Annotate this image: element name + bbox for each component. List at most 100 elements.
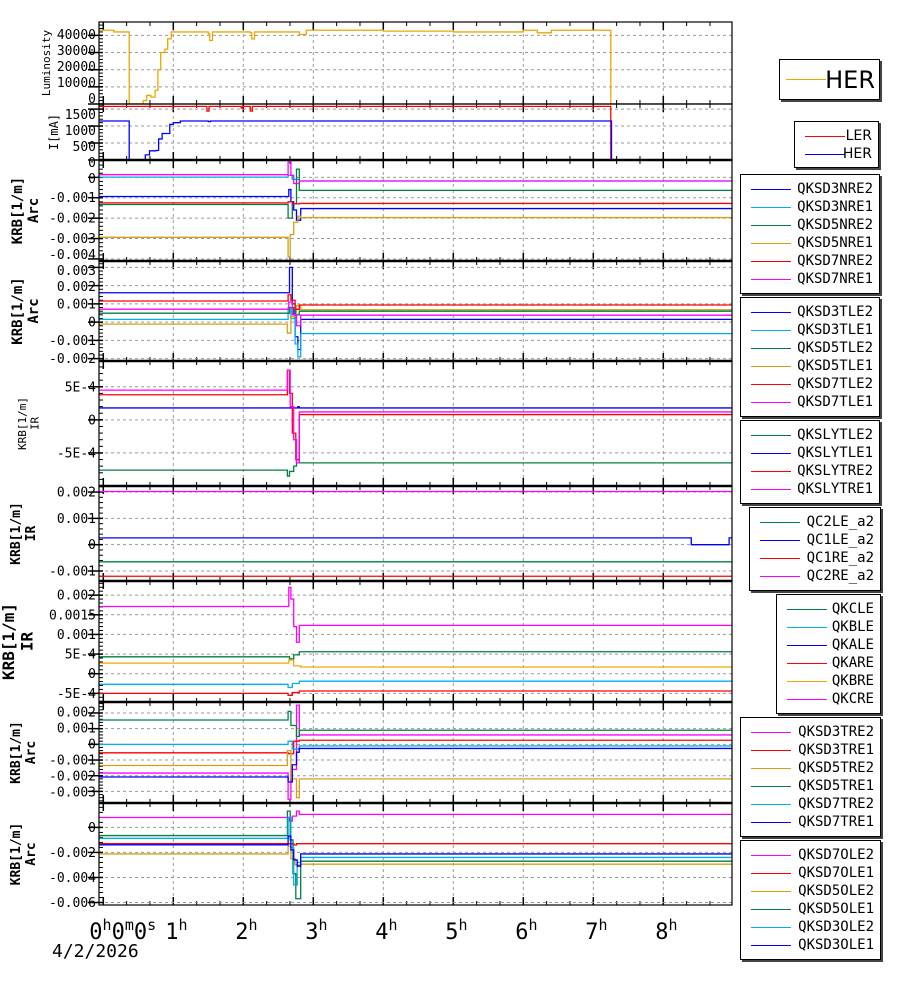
legend-item: QKSD5OLE2 — [741, 882, 880, 900]
y-tick-label: 40000 — [57, 28, 96, 43]
x-tick-unit: h — [319, 916, 328, 934]
legend-label: QKSD3TRE1 — [798, 742, 874, 758]
series-HER — [99, 29, 732, 104]
series-QKSD7OLE1 — [99, 843, 732, 846]
panel-frame — [98, 21, 733, 105]
series-QKSD5TRE2 — [99, 749, 732, 799]
series-QC1LE_a2 — [99, 537, 732, 546]
legend-item: QKSD3TRE2 — [741, 723, 880, 741]
x-axis: 0h0m0s 1h 2h 3h 4h 5h 6h 7h 8h4/2/2026 — [52, 916, 678, 962]
legend-item: QKSD3TLE2 — [741, 303, 879, 321]
legend-swatch — [751, 804, 791, 805]
legend-item: QKBLE — [777, 618, 880, 636]
legend-label: QKSD5TLE2 — [797, 340, 873, 356]
legend-item: QKSD7NRE2 — [741, 252, 879, 270]
x-tick-unit: h — [103, 916, 112, 934]
panel-7: 0.002 0.0015 0.001 5E-4 0 -5E-4 KRB[1/m]IR — [0, 579, 733, 703]
legend-label: QKSD5NRE2 — [797, 217, 873, 233]
legend-label: QKSD7NRE1 — [797, 271, 873, 287]
legend-item: QC1LE_a2 — [750, 531, 880, 549]
series-QKSD7TLE2 — [99, 294, 732, 311]
legend-label: QKSD3NRE2 — [797, 181, 873, 197]
y-tick-label: 0.002 — [57, 486, 96, 501]
x-tick-unit: m — [125, 916, 134, 934]
legend-label: QKSD5TRE1 — [798, 778, 874, 794]
y-tick-label: -0.001 — [49, 565, 96, 580]
legend-label: QKSD7TRE2 — [798, 796, 874, 812]
x-tick-label: 4h — [375, 916, 397, 945]
y-tick-label: 20000 — [57, 60, 96, 75]
legend-item: QKSD5TLE2 — [741, 339, 879, 357]
series-QKSD5TLE2 — [99, 306, 732, 316]
series-QKSD7NRE1 — [99, 160, 732, 185]
series-QKSD3OLE1 — [99, 835, 732, 867]
legend-swatch — [787, 699, 827, 700]
y-axis-label-line: Arc — [26, 298, 42, 323]
legend-item: QKSD3TRE1 — [741, 741, 880, 759]
legend-panel-7: QKCLE QKBLE QKALE QKARE QKBRE QKCRE — [776, 594, 881, 714]
legend-swatch — [751, 453, 791, 454]
legend-item: QKSLYTRE1 — [741, 480, 879, 498]
y-axis-label-line: KRB[1/m] — [10, 277, 26, 344]
series-QKSD3TRE1 — [99, 739, 732, 755]
panel-9: 0 -0.002 -0.004 -0.006 KRB[1/m]Arc — [9, 801, 733, 911]
y-axis-label: KRB[1/m]Arc — [9, 823, 39, 886]
legend-label: HER — [825, 66, 875, 94]
legend-swatch — [751, 489, 791, 490]
legend-item: QC2LE_a2 — [750, 513, 880, 531]
y-tick-label: 0.002 — [57, 589, 96, 604]
date-label: 4/2/2026 — [52, 941, 139, 962]
series-QKSD7NRE2 — [99, 201, 732, 205]
legend-panel-9: QKSD7OLE2 QKSD7OLE1 QKSD5OLE2 QKSD5OLE1 QKSD… — [740, 840, 881, 960]
y-tick-label: -0.001 — [49, 754, 96, 769]
legend-item: QKSLYTRE2 — [741, 462, 879, 480]
y-axis-label: Luminosity — [40, 30, 53, 97]
legend-label: QKSD3TRE2 — [798, 724, 874, 740]
y-axis-label: I[mA] — [47, 114, 61, 150]
y-tick-label: -0.002 — [49, 846, 96, 861]
y-axis-label-line: KRB[1/m] — [9, 502, 24, 565]
legend-label: QKSD5OLE2 — [798, 883, 874, 899]
x-tick-label: 8h — [655, 916, 677, 945]
x-tick-unit: h — [669, 916, 678, 934]
y-tick-label: 30000 — [57, 44, 96, 59]
legend-item: HER — [795, 145, 878, 163]
legend-swatch — [751, 786, 791, 787]
series-QKSD7TLE1 — [99, 301, 732, 327]
legend-item: QKSD5TRE2 — [741, 759, 880, 777]
y-tick-label: -0.002 — [49, 770, 96, 785]
y-axis-label-line: IR — [17, 632, 36, 652]
legend-label: QKSD3NRE1 — [797, 199, 873, 215]
legend-swatch — [751, 891, 791, 892]
legend-label: QC1RE_a2 — [806, 550, 874, 566]
legend-label: QKALE — [831, 637, 874, 653]
y-axis-label-line: KRB[1/m] — [9, 823, 24, 886]
panel-3: 0 -0.001 -0.002 -0.003-0.004 KRB[1/m]Arc — [10, 158, 733, 263]
legend-swatch — [751, 279, 791, 280]
y-tick-label: -0.004 — [49, 871, 96, 886]
y-axis-label-line: KRB[1/m] — [9, 721, 24, 784]
series-QKCRE — [99, 586, 732, 643]
series-QKSLYTLE1 — [99, 405, 732, 409]
legend-label: QC2LE_a2 — [806, 514, 874, 530]
y-axis-label: KRB[1/m]IR — [16, 397, 42, 450]
y-axis-label: KRB[1/m]IR — [0, 603, 36, 680]
x-tick-value: 2 — [235, 920, 248, 945]
y-tick-label: 0.001 — [57, 512, 96, 527]
y-tick-label: 0 — [88, 316, 96, 331]
series-QKSD7TRE2 — [99, 740, 732, 750]
y-tick-label: -5E-4 — [57, 446, 96, 461]
legend-swatch — [787, 663, 827, 664]
legend-item: QKSD7TLE1 — [741, 393, 879, 411]
legend-swatch — [805, 154, 845, 155]
series-QKSD3NRE2 — [99, 188, 732, 221]
series-QKSD3TLE2 — [99, 266, 732, 351]
legend-label: QKSD3OLE2 — [798, 919, 874, 935]
y-axis-label-line: Arc — [24, 842, 39, 865]
legend-label: QKBLE — [831, 619, 874, 635]
y-axis-label-line: KRB[1/m] — [16, 397, 29, 450]
legend-label: QKSD5NRE1 — [797, 235, 873, 251]
legend-label: QKBRE — [831, 673, 874, 689]
series-QKSD7TRE1 — [99, 747, 732, 783]
